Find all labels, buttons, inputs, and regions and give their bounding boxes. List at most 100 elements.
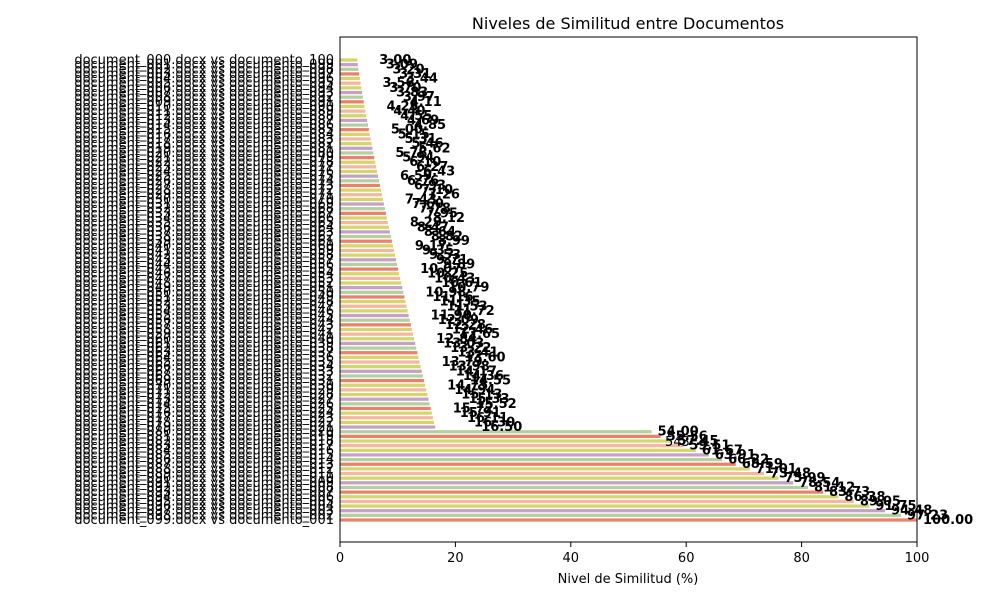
y-tick-label: document_095.docx vs documento_005 — [74, 494, 334, 509]
bar-value-label: 4.25 — [387, 99, 419, 114]
bar-value-label: 15.72 — [453, 401, 494, 416]
y-tick-label: document_013.docx vs documento_087 — [74, 113, 334, 128]
y-tick-label: document_019.docx vs documento_081 — [74, 141, 334, 156]
bar — [340, 128, 369, 132]
bar — [340, 81, 361, 85]
bar-value-label: 13.22 — [450, 341, 491, 356]
bar — [340, 495, 839, 499]
bar — [340, 193, 382, 197]
y-tick-label: document_070.docx vs documento_030 — [74, 378, 334, 393]
bar — [340, 211, 386, 215]
bar — [340, 378, 424, 383]
y-tick-label: document_043.docx vs documento_057 — [74, 253, 334, 268]
y-tick-label: document_071.docx vs documento_029 — [74, 383, 334, 398]
y-tick-label: document_068.docx vs documento_032 — [74, 369, 334, 384]
bar-value-label: 9.35 — [422, 244, 454, 259]
bar-value-label: 16.50 — [481, 420, 522, 435]
y-tick-label: document_023.docx vs documento_077 — [74, 160, 334, 175]
bar-value-label: 8.47 — [417, 220, 449, 235]
y-tick-label: document_004.docx vs documento_096 — [74, 72, 334, 87]
bar — [340, 151, 374, 155]
bar — [340, 230, 390, 234]
bar — [340, 355, 419, 359]
bar-value-label: 61.67 — [702, 443, 743, 458]
y-tick-label: document_059.docx vs documento_041 — [74, 327, 334, 342]
y-tick-label: document_062.docx vs documento_038 — [74, 341, 334, 356]
bar — [340, 313, 409, 318]
bar — [340, 360, 420, 364]
bar-value-label: 12.84 — [436, 332, 477, 347]
bar-value-label: 8.99 — [438, 234, 470, 249]
bar-value-label: 6.76 — [407, 174, 439, 189]
y-tick-label: document_055.docx vs documento_045 — [74, 309, 334, 324]
bar-value-label: 3.97 — [403, 90, 435, 105]
y-tick-label: document_081.docx vs documento_019 — [74, 429, 334, 444]
y-tick-label: document_049.docx vs documento_051 — [74, 281, 334, 296]
bar-value-label: 11.35 — [439, 295, 480, 310]
bar-value-label: 7.43 — [405, 192, 437, 207]
bar — [340, 90, 363, 95]
bar-value-label: 81.12 — [814, 480, 855, 495]
bar-value-label: 6.43 — [423, 165, 455, 180]
y-tick-label: document_057.docx vs documento_043 — [74, 318, 334, 333]
bar-value-label: 6.93 — [414, 178, 446, 193]
y-tick-label: document_037.docx vs documento_063 — [74, 225, 334, 240]
bar — [340, 323, 411, 327]
x-tick-label: 60 — [678, 551, 695, 566]
bar — [340, 388, 427, 392]
bar — [340, 369, 422, 373]
plot-frame — [339, 36, 918, 543]
bar — [340, 132, 370, 136]
y-tick-label: document_040.docx vs documento_060 — [74, 239, 334, 254]
bar-value-label: 15.91 — [460, 406, 501, 421]
y-tick-label: document_054.docx vs documento_046 — [74, 304, 334, 319]
bar-value-label: 3.70 — [389, 81, 421, 96]
bar-value-label: 15.33 — [468, 392, 509, 407]
bar — [340, 485, 809, 490]
y-tick-label: document_016.docx vs documento_084 — [74, 127, 334, 142]
bar — [340, 448, 696, 452]
bar — [340, 221, 388, 225]
bar-value-label: 16.11 — [467, 411, 508, 426]
bar-value-label: 8.29 — [410, 216, 442, 231]
bar-value-label: 73.48 — [770, 467, 811, 482]
overlap-label: 543 — [665, 435, 690, 450]
bar-value-label: 5.31 — [405, 132, 437, 147]
y-tick-label: document_077.docx vs documento_023 — [74, 411, 334, 426]
bar-value-label: 7.10 — [421, 183, 453, 198]
bar-value-label: 7.60 — [412, 197, 444, 212]
bar-value-label: 57.45 — [677, 434, 718, 449]
y-tick-label: document_014.docx vs documento_086 — [74, 118, 334, 133]
bar-value-label: 5.46 — [412, 137, 444, 152]
bar — [340, 142, 372, 146]
y-tick-label: document_066.docx vs documento_034 — [74, 360, 334, 375]
y-tick-label: document_026.docx vs documento_074 — [74, 174, 334, 189]
bar-value-label: 3.44 — [406, 72, 438, 87]
bar — [340, 499, 854, 504]
bar-value-label: 94.48 — [891, 504, 932, 519]
y-tick-label: document_028.docx vs documento_072 — [74, 183, 334, 198]
bar-value-label: 15.13 — [461, 388, 502, 403]
bar — [340, 411, 432, 415]
bar — [340, 490, 824, 494]
y-tick-label: document_044.docx vs documento_056 — [74, 257, 334, 272]
y-tick-label: document_063.docx vs documento_037 — [74, 346, 334, 361]
y-tick-label: document_021.docx vs documento_079 — [74, 151, 334, 166]
bar — [340, 248, 394, 253]
bar-value-label: 9.17 — [415, 239, 447, 254]
bar — [340, 202, 384, 206]
y-tick-label: document_050.docx vs documento_050 — [74, 285, 334, 300]
bar — [340, 402, 430, 406]
bar — [340, 471, 764, 476]
y-tick-label: document_091.docx vs documento_009 — [74, 476, 334, 491]
y-tick-label: document_005.docx vs documento_095 — [74, 76, 334, 91]
bar-value-label: 4.55 — [400, 109, 432, 124]
y-tick-label: document_045.docx vs documento_055 — [74, 262, 334, 277]
bar — [340, 165, 377, 169]
bar — [340, 457, 723, 462]
bar — [340, 295, 405, 299]
bar — [340, 262, 398, 267]
bar-value-label: 54.00 — [658, 425, 699, 440]
bar-value-label: 55.56 — [667, 429, 708, 444]
bar-value-label: 12.09 — [438, 313, 479, 328]
